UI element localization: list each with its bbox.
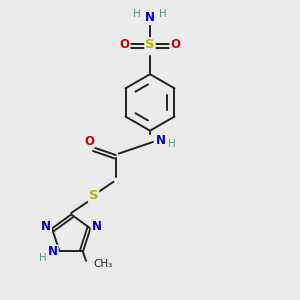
Text: S: S xyxy=(145,38,155,51)
Text: O: O xyxy=(84,135,94,148)
Text: H: H xyxy=(160,9,167,19)
Text: N: N xyxy=(156,134,166,147)
Text: CH₃: CH₃ xyxy=(94,259,113,269)
Text: N: N xyxy=(145,11,155,24)
Text: S: S xyxy=(89,189,98,202)
Text: H: H xyxy=(168,139,176,149)
Text: N: N xyxy=(92,220,101,233)
Text: N: N xyxy=(48,245,58,259)
Text: O: O xyxy=(120,38,130,51)
Text: O: O xyxy=(170,38,180,51)
Text: H: H xyxy=(133,9,140,19)
Text: H: H xyxy=(39,253,47,262)
Text: N: N xyxy=(41,220,51,233)
